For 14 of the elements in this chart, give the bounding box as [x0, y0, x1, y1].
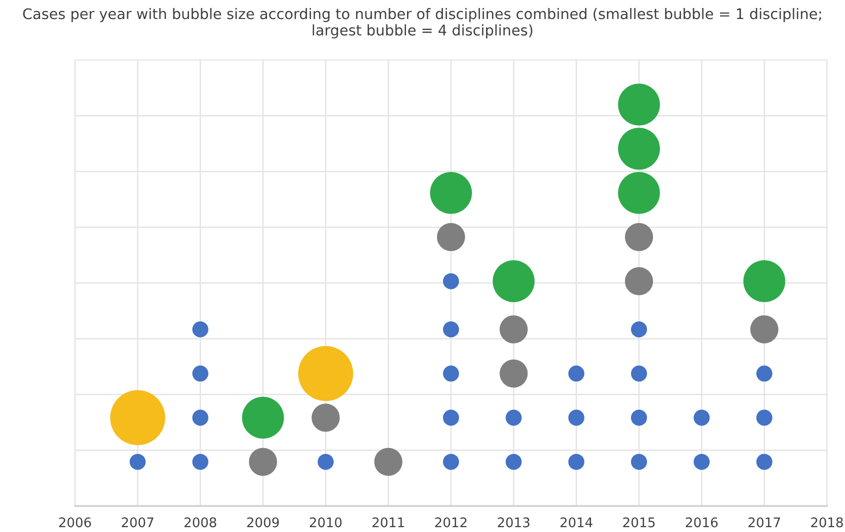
chart-title: Cases per year with bubble size according to number of disciplines combined (smallest bubble = 1 discipline; largest bubble = 4 disciplines)	[23, 8, 822, 38]
x-tick-label: 2011	[372, 517, 404, 528]
x-tick-label: 2017	[748, 517, 780, 528]
x-tick-label: 2013	[498, 517, 530, 528]
x-tick-label: 2018	[811, 517, 843, 528]
x-tick-label: 2010	[310, 517, 342, 528]
x-tick-label: 2009	[247, 517, 279, 528]
x-tick-label: 2008	[184, 517, 216, 528]
x-tick-label: 2014	[560, 517, 592, 528]
x-tick-label: 2007	[122, 517, 154, 528]
x-tick-label: 2012	[435, 517, 466, 528]
x-tick-label: 2016	[686, 517, 718, 528]
x-tick-label: 2015	[623, 517, 655, 528]
x-tick-label: 2006	[59, 517, 91, 528]
